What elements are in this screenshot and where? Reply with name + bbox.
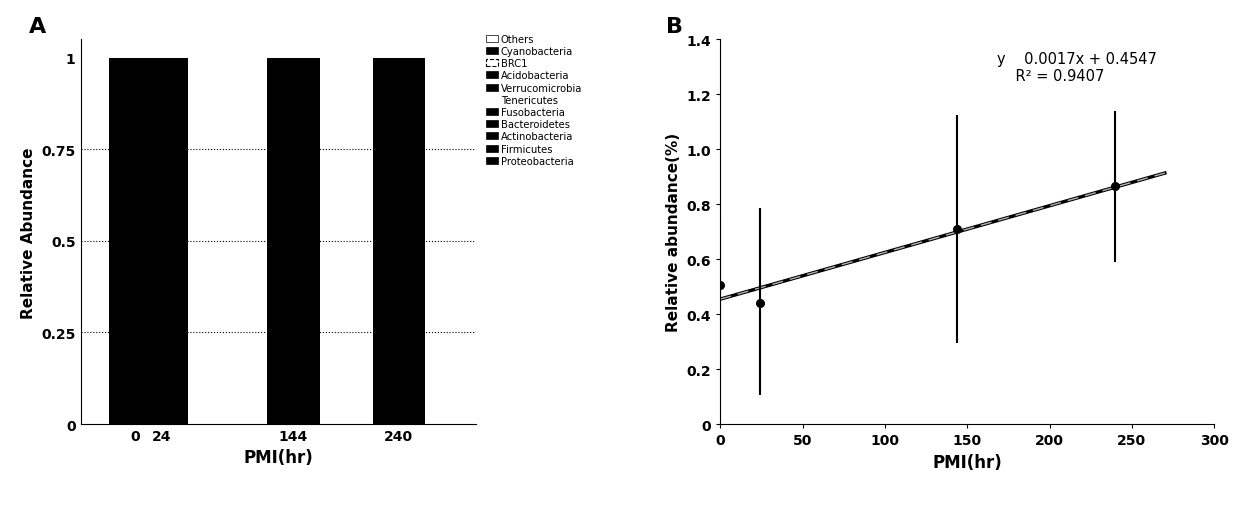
Text: A: A: [30, 17, 46, 37]
Y-axis label: Relative Abundance: Relative Abundance: [21, 147, 36, 318]
Y-axis label: Relative abundance(%): Relative abundance(%): [665, 133, 681, 332]
Text: y    0.0017x + 0.4547
    R² = 0.9407: y 0.0017x + 0.4547 R² = 0.9407: [997, 52, 1157, 84]
Legend: Others, Cyanobacteria, BRC1, Acidobacteria, Verrucomicrobia, Tenericutes, Fusoba: Others, Cyanobacteria, BRC1, Acidobacter…: [483, 33, 584, 169]
Text: B: B: [665, 17, 683, 37]
Bar: [373, 59, 425, 424]
Bar: [268, 59, 320, 424]
X-axis label: PMI(hr): PMI(hr): [243, 448, 313, 467]
Bar: [109, 59, 162, 424]
X-axis label: PMI(hr): PMI(hr): [933, 452, 1002, 471]
Bar: [135, 59, 188, 424]
